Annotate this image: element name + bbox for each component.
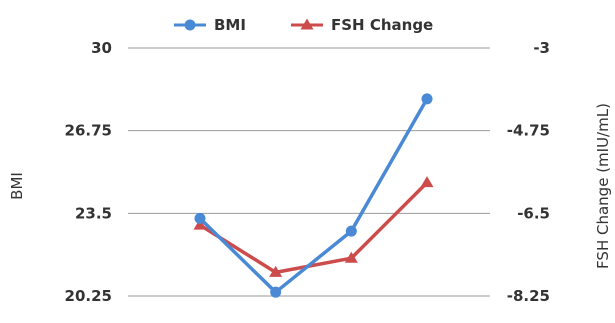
right-tick-label: -4.75 [507,122,550,140]
data-point-fsh-change [269,265,283,277]
left-tick-label: 20.25 [65,287,112,305]
legend-item-bmi: BMI [174,16,246,34]
left-tick-label: 23.5 [75,204,112,222]
legend-label-bmi: BMI [214,16,246,34]
left-axis-ticks: 30 26.75 23.5 20.25 [65,39,112,305]
data-point-bmi [345,225,357,237]
left-axis-title: BMI [8,172,26,200]
data-point-fsh-change [344,251,358,263]
series-line-fsh-change [198,180,429,275]
series-line-bmi [198,97,429,294]
right-tick-label: -8.25 [507,287,550,305]
legend-marker-bmi [184,19,196,31]
legend-label-fsh-change: FSH Change [331,16,433,34]
gridlines [128,47,490,297]
data-point-fsh-change [420,176,434,188]
right-tick-label: -3 [533,39,550,57]
legend: BMI FSH Change [174,16,433,34]
data-point-bmi [421,93,433,105]
right-axis-ticks: -3 -4.75 -6.5 -8.25 [507,39,550,305]
left-tick-label: 30 [91,39,112,57]
legend-item-fsh-change: FSH Change [291,16,433,34]
series [193,93,434,298]
right-axis-title: FSH Change (mIU/mL) [594,103,612,269]
data-point-bmi [194,212,206,224]
data-point-bmi [270,286,282,298]
legend-marker-fsh-change [300,18,314,30]
left-tick-label: 26.75 [65,122,112,140]
right-tick-label: -6.5 [517,204,550,222]
data-point-fsh-change [193,218,207,230]
